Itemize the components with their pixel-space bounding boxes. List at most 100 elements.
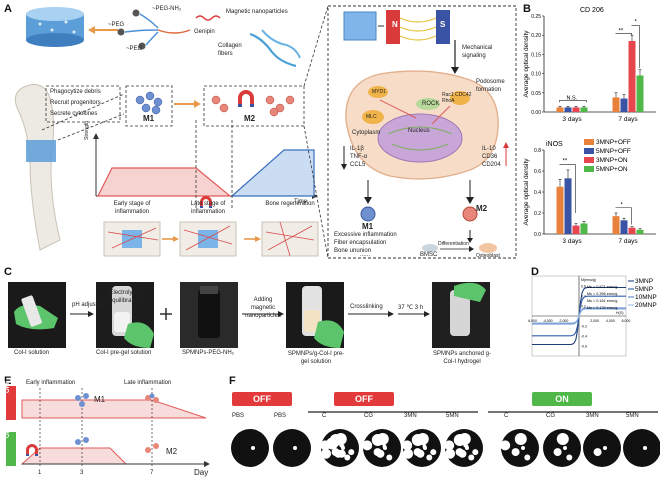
step-spmnps: SPMNPs-PEG-NH₂ bbox=[182, 350, 234, 356]
chart-b-legend-swatch bbox=[584, 157, 594, 163]
mlc-label: MLC bbox=[366, 114, 377, 120]
panel-a-illustration bbox=[14, 5, 517, 259]
f-void-spot bbox=[472, 449, 479, 456]
f-void-spot bbox=[376, 449, 385, 458]
cell-m1-label: M1 bbox=[362, 222, 374, 231]
m1-label: M1 bbox=[143, 114, 155, 123]
chart-b1-bar bbox=[612, 216, 620, 234]
f-void-spot bbox=[453, 434, 466, 446]
f-void-spot bbox=[422, 444, 427, 449]
step-col-solution: Col-I solution bbox=[14, 350, 50, 356]
e-late-label: Late inflammation bbox=[124, 380, 172, 386]
step-electrolytes: Electrolytes equilibration bbox=[108, 290, 142, 304]
f-void-spot bbox=[326, 437, 339, 450]
chart-d-xtick-label: -2,000 bbox=[558, 319, 568, 323]
chart-d-legend-label: 10MNP bbox=[635, 294, 657, 301]
peg-label-b: ~PEG bbox=[126, 46, 143, 52]
panel-label-e: E bbox=[4, 375, 12, 387]
chart-b0-bar bbox=[564, 107, 572, 112]
chart-b0-bar bbox=[620, 98, 628, 112]
osteoblast-cell-icon bbox=[479, 243, 497, 253]
rock-label: ROCK bbox=[422, 101, 440, 107]
time-axis-label: Time bbox=[294, 199, 308, 205]
peg-nh2-label: ~PEG-NH₂ bbox=[152, 6, 182, 12]
cytokine-right-3: CD204 bbox=[482, 162, 501, 168]
m1-effect-3: Bone ununion bbox=[334, 248, 372, 254]
differentiation-label: Differentiation bbox=[438, 241, 469, 247]
f-void-spot bbox=[514, 433, 527, 445]
chart-b1-title: iNOS bbox=[546, 141, 563, 148]
e-tick-1: 1 bbox=[38, 470, 42, 476]
f-void-spot bbox=[416, 449, 425, 458]
chart-d-ytick-label: 0.4 bbox=[581, 295, 586, 299]
step-crosslinking: Crosslinking bbox=[350, 304, 383, 310]
step-ph: pH adjustion bbox=[72, 302, 106, 308]
macrophage-cell-icon bbox=[345, 70, 499, 180]
f-group-2: PBS bbox=[274, 413, 287, 419]
f-void-spot bbox=[386, 454, 393, 461]
function-3: Secrete cytokines bbox=[50, 111, 98, 117]
f-void-spot bbox=[339, 443, 344, 448]
chart-b0-bar bbox=[636, 75, 644, 112]
f-bone-scan bbox=[623, 429, 660, 467]
chart-b1-annotation: * bbox=[621, 203, 624, 209]
f-void-spot bbox=[411, 434, 424, 446]
chart-b0-ylabel: Average optical density bbox=[523, 30, 530, 98]
e-m1-label: M1 bbox=[94, 395, 106, 404]
chart-d-ms-label: Ms = 0.161 emu/g bbox=[587, 299, 618, 303]
chart-d-xtick-label: 4,000 bbox=[606, 319, 615, 323]
f-void-spot bbox=[511, 448, 520, 457]
magnet-e-icon bbox=[26, 444, 38, 456]
panel-label-a: A bbox=[4, 3, 12, 15]
chart-d-ylabel: M(emu/g) bbox=[581, 278, 596, 282]
chart-b1-bracket bbox=[615, 207, 632, 225]
collagen-label: Collagen fibers bbox=[218, 43, 242, 57]
f-group-10: 5MN bbox=[626, 413, 639, 419]
chart-b1-xtick-label: 3 days bbox=[562, 238, 582, 245]
podosome-label: Podosome formation bbox=[476, 79, 505, 93]
chart-b1-bar bbox=[580, 223, 588, 234]
panel-label-f: F bbox=[229, 375, 236, 387]
panel-label-c: C bbox=[4, 266, 12, 278]
chart-b0-annotation: N.S. bbox=[567, 96, 578, 102]
step-temp: 37 ℃ 3 h bbox=[398, 305, 424, 311]
cell-m2-label: M2 bbox=[476, 204, 488, 213]
chart-d-xtick-label: 6,000 bbox=[622, 319, 631, 323]
chart-b0-ytick-label: 0.10 bbox=[531, 72, 541, 78]
magnet-icon bbox=[238, 90, 254, 107]
f-void-spot bbox=[402, 440, 413, 451]
chart-d-ytick-label: 0.2 bbox=[581, 305, 586, 309]
m1-cell-icon bbox=[360, 206, 376, 222]
chart-b0-xtick-label: 7 days bbox=[618, 116, 638, 123]
f-void-spot bbox=[603, 446, 607, 450]
stage-regeneration: Bone regeneration bbox=[265, 201, 315, 207]
f-group-4: CG bbox=[364, 413, 373, 419]
chart-d-xtick-label: -6,000 bbox=[528, 319, 537, 323]
e-off-label: OFF bbox=[5, 381, 11, 393]
m1-effect-2: Fiber encapsulation bbox=[334, 240, 387, 246]
peg-label-a: ~PEG bbox=[108, 22, 125, 28]
panel-e-timeline bbox=[6, 386, 210, 468]
chart-b0-ytick-label: 0.20 bbox=[531, 33, 541, 39]
bmsc-cell-icon bbox=[422, 244, 438, 252]
chart-b1-bar bbox=[620, 220, 628, 234]
chart-d-legend-label: 3MNP bbox=[635, 278, 653, 285]
chart-b1-ytick-label: 0.0 bbox=[534, 232, 541, 238]
f-group-5: 3MN bbox=[404, 413, 417, 419]
f-void-spot bbox=[403, 448, 414, 459]
magnet-small-icon bbox=[200, 196, 212, 208]
e-day-label: Day bbox=[194, 468, 209, 477]
chart-d-xtick-label: 2,000 bbox=[590, 319, 599, 323]
chart-b1-ylabel: Average optical density bbox=[523, 158, 530, 226]
f-void-spot bbox=[643, 446, 647, 450]
chart-d-legend-label: 20MNP bbox=[635, 302, 657, 309]
cytokine-left-1: IL-1β bbox=[350, 146, 364, 152]
chart-b0-bar bbox=[628, 40, 636, 112]
f-group-6: 5MN bbox=[446, 413, 459, 419]
magnet-s-label: S bbox=[440, 20, 446, 29]
chart-b0-bar bbox=[580, 107, 588, 112]
chart-b-legend-swatch bbox=[584, 139, 594, 145]
panel-label-b: B bbox=[523, 3, 531, 15]
f-off-badge-2: OFF bbox=[334, 392, 394, 406]
chart-d-curve-20MNP bbox=[532, 308, 626, 324]
